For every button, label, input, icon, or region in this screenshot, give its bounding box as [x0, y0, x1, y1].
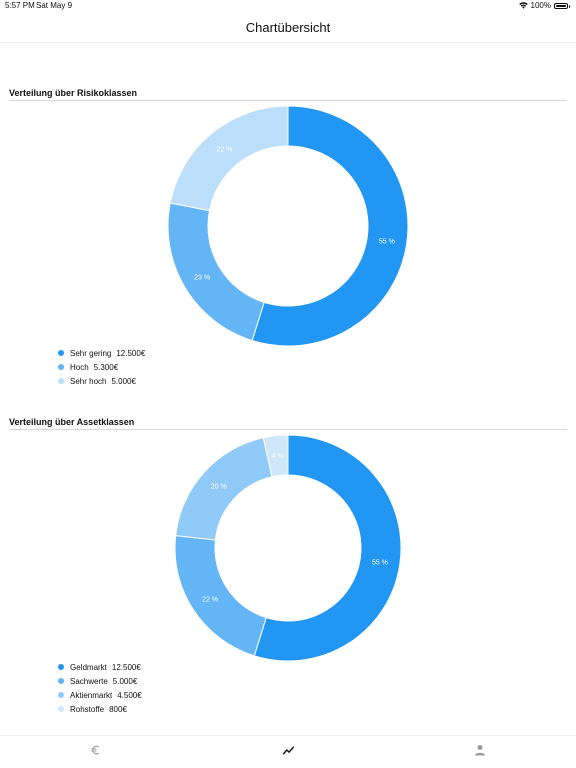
- legend-name: Sachwerte: [70, 676, 108, 686]
- legend-name: Aktienmarkt: [70, 690, 113, 700]
- legend-amount: 5.300€: [93, 362, 119, 372]
- status-date: Sat May 9: [36, 1, 73, 10]
- slice-percent-label: 4 %: [272, 453, 284, 460]
- legend-item: Hoch 5.300€: [58, 360, 145, 374]
- legend-color-dot: [58, 350, 64, 356]
- page-title: Chartübersicht: [245, 20, 331, 35]
- legend-amount: 800€: [109, 704, 127, 714]
- tab-charts[interactable]: [278, 740, 298, 760]
- tab-bar: [0, 735, 576, 768]
- person-icon: [475, 745, 485, 756]
- donut-slice: [253, 434, 402, 662]
- tab-profile[interactable]: [470, 740, 490, 760]
- legend-color-dot: [58, 678, 64, 684]
- donut-slice: [262, 434, 289, 478]
- wifi-icon: [518, 2, 528, 9]
- donut-slice: [169, 105, 289, 212]
- legend-amount: 5.000€: [112, 676, 138, 686]
- legend-item: Aktienmarkt 4.500€: [58, 688, 142, 702]
- legend-color-dot: [58, 692, 64, 698]
- legend-color-dot: [58, 706, 64, 712]
- asset-section-heading: Verteilung über Assetklassen: [9, 416, 567, 430]
- legend-color-dot: [58, 664, 64, 670]
- status-indicators: 100%: [518, 1, 570, 10]
- donut-slice: [174, 535, 267, 657]
- legend-amount: 12.500€: [116, 348, 146, 358]
- tab-euro[interactable]: [86, 740, 106, 760]
- status-time: 5:57 PM: [5, 1, 35, 10]
- battery-icon: [554, 2, 570, 9]
- legend-item: Sehr gering 12.500€: [58, 346, 145, 360]
- legend-item: Sachwerte 5.000€: [58, 674, 142, 688]
- legend-item: Rohstoffe 800€: [58, 702, 142, 716]
- legend-name: Geldmarkt: [70, 662, 107, 672]
- risk-legend: Sehr gering 12.500€ Hoch 5.300€ Sehr hoch 5.0…: [58, 346, 145, 388]
- slice-percent-label: 23 %: [194, 275, 210, 282]
- status-bar: 5:57 PM Sat May 9 100%: [0, 0, 576, 13]
- euro-icon: [91, 745, 100, 755]
- navigation-bar: Chartübersicht: [0, 13, 576, 43]
- legend-color-dot: [58, 364, 64, 370]
- legend-color-dot: [58, 378, 64, 384]
- slice-percent-label: 22 %: [202, 596, 218, 603]
- slice-percent-label: 20 %: [211, 483, 227, 490]
- chart-trend-icon: [282, 746, 294, 754]
- slice-percent-label: 55 %: [372, 560, 388, 567]
- asset-donut-chart: 55 % 22 % 20 % 4 %: [174, 434, 402, 662]
- legend-name: Sehr gering: [70, 348, 112, 358]
- legend-name: Hoch: [70, 362, 89, 372]
- legend-amount: 5.000€: [111, 376, 136, 386]
- slice-percent-label: 55 %: [379, 239, 395, 246]
- battery-percent: 100%: [530, 1, 551, 10]
- legend-amount: 12.500€: [111, 662, 141, 672]
- donut-slice: [167, 202, 265, 342]
- donut-slice: [251, 105, 409, 347]
- legend-name: Rohstoffe: [70, 704, 105, 714]
- legend-name: Sehr hoch: [70, 376, 107, 386]
- legend-item: Sehr hoch 5.000€: [58, 374, 145, 388]
- legend-item: Geldmarkt 12.500€: [58, 660, 142, 674]
- risk-donut-chart: 55 % 23 % 22 %: [167, 105, 409, 347]
- legend-amount: 4.500€: [117, 690, 142, 700]
- asset-legend: Geldmarkt 12.500€ Sachwerte 5.000€ Aktienmar…: [58, 660, 142, 716]
- risk-section-heading: Verteilung über Risikoklassen: [9, 87, 567, 101]
- slice-percent-label: 22 %: [216, 146, 232, 153]
